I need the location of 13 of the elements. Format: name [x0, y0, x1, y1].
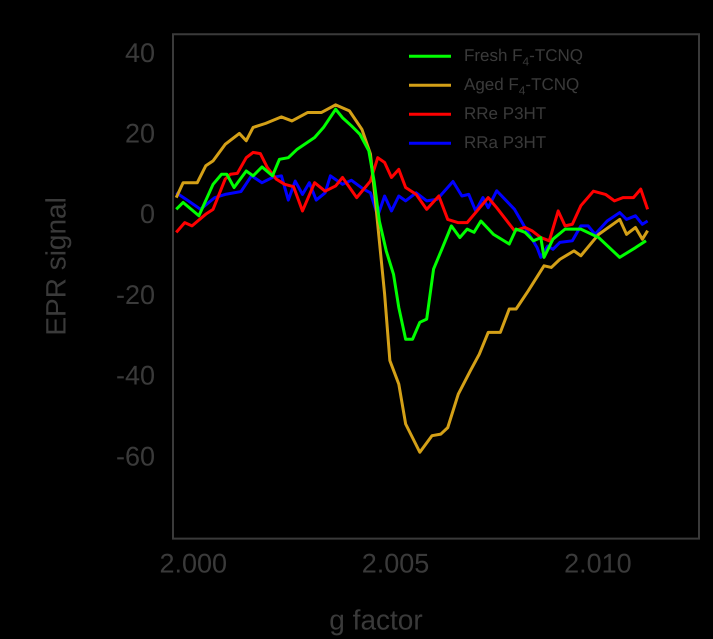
y-axis-title: EPR signal [40, 197, 72, 336]
legend-label: RRa P3HT [464, 132, 546, 152]
legend-label: RRe P3HT [464, 104, 546, 123]
x-tick-label: 2.005 [362, 548, 430, 578]
x-tick-label: 2.000 [159, 548, 228, 578]
x-axis-title: g factor [329, 604, 423, 636]
y-tick-label: 0 [140, 199, 155, 230]
y-tick-label: -20 [116, 280, 155, 310]
y-tick-label: -60 [116, 441, 155, 472]
x-tick-label: 2.010 [564, 548, 632, 578]
y-tick-label: -40 [116, 360, 155, 391]
y-tick-label: 40 [124, 38, 155, 68]
y-tick-label: 20 [124, 118, 155, 149]
